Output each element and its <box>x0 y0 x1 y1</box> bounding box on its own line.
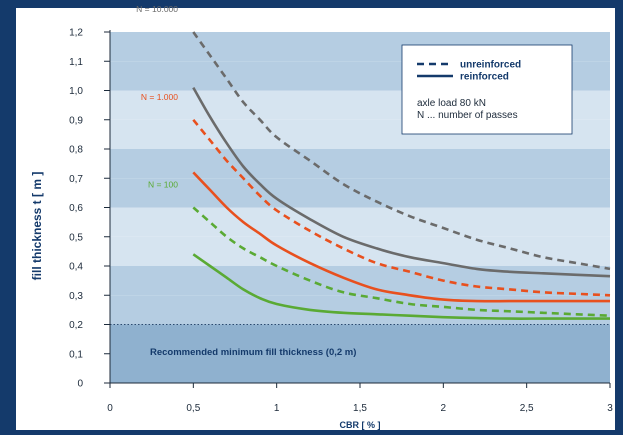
y-tick-label: 0 <box>77 379 83 390</box>
y-tick-label: 0,5 <box>69 232 83 243</box>
background-band <box>110 207 610 237</box>
y-tick-label: 0,7 <box>69 174 83 185</box>
y-tick-label: 0,8 <box>69 145 83 156</box>
y-tick-label: 0,4 <box>69 262 83 273</box>
tick-labels: 0 0,1 0,2 0,3 0,4 0,5 0,6 0,7 0,8 0,9 1,0 1,1 1,2 0 0,… <box>69 28 613 415</box>
y-tick-label: 1,2 <box>69 28 83 39</box>
y-tick-label: 0,3 <box>69 291 83 302</box>
y-tick-label: 1,1 <box>69 57 83 68</box>
x-tick-label: 1,5 <box>353 403 367 414</box>
background-band <box>110 149 610 179</box>
x-tick-label: 2 <box>441 403 447 414</box>
x-tick-label: 0,5 <box>186 403 200 414</box>
x-tick-label: 1 <box>274 403 280 414</box>
curve-dashed <box>192 118 611 297</box>
minimum-fill-region: Recommended minimum fill thickness (0,2 … <box>110 324 610 383</box>
curve-dashed <box>192 31 611 271</box>
y-tick-label: 0,9 <box>69 115 83 126</box>
minimum-region-fill <box>110 324 610 383</box>
y-axis-title: fill thickness t [ m ] <box>30 172 44 281</box>
x-tick-label: 2,5 <box>520 403 534 414</box>
group-label: N = 10.000 <box>136 4 178 14</box>
curve-dashed <box>192 206 611 317</box>
background-band <box>110 236 610 266</box>
legend-box <box>401 44 573 135</box>
legend-note: axle load 80 kN <box>417 98 486 109</box>
curve-solid <box>192 253 610 320</box>
y-tick-label: 0,6 <box>69 203 83 214</box>
minimum-fill-label: Recommended minimum fill thickness (0,2 … <box>150 347 356 358</box>
legend-label: unreinforced <box>460 60 521 71</box>
group-label: N = 1.000 <box>141 92 178 102</box>
curve-solid <box>192 171 610 303</box>
background-band <box>110 295 610 325</box>
legend-label: reinforced <box>460 72 509 83</box>
x-tick-label: 0 <box>107 403 113 414</box>
group-label: N = 100 <box>148 180 178 190</box>
curve-solid <box>192 86 611 278</box>
x-tick-label: 3 <box>607 403 613 414</box>
legend-note: N ... number of passes <box>417 110 518 121</box>
group-labels: N = 10.000 N = 1.000 N = 100 <box>136 4 178 190</box>
y-tick-label: 1,0 <box>69 86 83 97</box>
y-tick-label: 0,2 <box>69 320 83 331</box>
y-tick-label: 0,1 <box>69 349 83 360</box>
x-axis-title: CBR [ % ] <box>340 420 381 430</box>
curves <box>192 31 611 320</box>
